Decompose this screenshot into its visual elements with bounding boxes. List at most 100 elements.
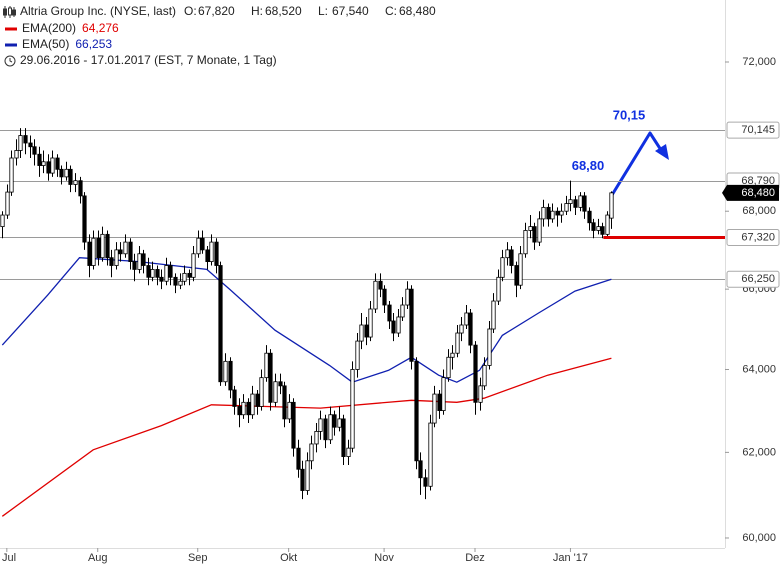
- candle-body: [237, 406, 242, 416]
- candle-body: [0, 214, 5, 228]
- candle-body: [400, 304, 405, 318]
- candle-body: [414, 360, 419, 462]
- candle-body: [332, 414, 337, 428]
- legend-value: 64,276: [82, 21, 119, 35]
- candle-body: [355, 340, 360, 370]
- candle-body: [518, 253, 523, 286]
- y-tick-label: 64,000: [742, 363, 776, 375]
- candle-body: [68, 168, 73, 185]
- candle-body: [423, 477, 428, 487]
- candle-body: [350, 369, 355, 449]
- x-tick-label: Jan '17: [553, 552, 588, 564]
- header-icon: [3, 6, 16, 18]
- candle-body: [428, 422, 433, 487]
- candle-body: [218, 265, 223, 383]
- candle-body: [250, 393, 255, 416]
- candle-body: [491, 300, 496, 330]
- candle-body: [341, 418, 346, 457]
- candle-body: [382, 288, 387, 306]
- candle-body: [228, 360, 233, 391]
- y-tick-label: 60,000: [742, 532, 776, 544]
- candle-body: [318, 418, 323, 432]
- candle-body: [200, 237, 205, 251]
- candle-body: [314, 430, 319, 445]
- ohlc-value: 68,520: [265, 4, 302, 18]
- candle-body: [514, 265, 519, 286]
- candle-body: [23, 135, 28, 144]
- candle-body: [18, 135, 23, 151]
- candle-body: [582, 195, 587, 212]
- candle-body: [209, 241, 214, 263]
- x-tick-label: Okt: [280, 552, 297, 564]
- candle-body: [432, 393, 437, 424]
- candle-body: [368, 308, 373, 338]
- candle-body: [96, 237, 101, 259]
- candle-body: [182, 272, 187, 282]
- candle-body: [482, 365, 487, 387]
- candle-body: [41, 161, 46, 166]
- candle-body: [223, 360, 228, 383]
- candle-body: [578, 195, 583, 208]
- candle-body: [232, 389, 237, 407]
- candle-body: [591, 222, 596, 231]
- candle-body: [14, 150, 19, 159]
- candle-body: [264, 352, 269, 379]
- candle-body: [555, 210, 560, 216]
- candle-body: [150, 269, 155, 278]
- candle-body: [214, 241, 219, 266]
- symbol: Altria Group Inc. (NYSE, last): [20, 4, 176, 18]
- candle-body: [287, 401, 292, 420]
- overlay: 70,145 68,790 67,320 66,250 68,480 70,15 68,80: [572, 107, 780, 288]
- candle-body: [255, 393, 260, 407]
- candle-body: [141, 253, 146, 266]
- ohlc-key: H:: [251, 4, 263, 18]
- candle-body: [373, 280, 378, 310]
- candle-body: [37, 153, 42, 166]
- candle-body: [73, 180, 78, 185]
- ohlc-key: C:: [385, 4, 397, 18]
- candle-body: [587, 210, 592, 224]
- period: 29.06.2016 - 17.01.2017 (EST, 7 Monate, …: [20, 53, 277, 67]
- level-label-box: [726, 121, 780, 139]
- y-tick-label: 68,000: [742, 205, 776, 217]
- candle-body: [291, 401, 296, 449]
- candle-body: [359, 324, 364, 342]
- legend-name: EMA(200): [22, 21, 76, 35]
- x-tick-label: Jul: [2, 552, 16, 564]
- candle-body: [5, 191, 10, 216]
- candle-body: [300, 468, 305, 491]
- candle-body: [328, 414, 333, 441]
- candle-body: [259, 377, 264, 407]
- candle-body: [100, 233, 105, 259]
- legend-value: 66,253: [75, 37, 112, 51]
- ohlc-value: 67,540: [332, 4, 369, 18]
- candle-body: [32, 146, 37, 155]
- candle-body: [600, 226, 605, 235]
- last-price-label: 68,480: [741, 187, 775, 199]
- candle-body: [541, 206, 546, 220]
- level-label: 70,145: [741, 124, 775, 136]
- candle-body: [64, 168, 69, 178]
- candle-body: [246, 401, 251, 416]
- candle-body: [323, 418, 328, 441]
- candle-body: [537, 218, 542, 243]
- candle-body: [118, 249, 123, 255]
- candle-body: [418, 460, 423, 479]
- candle-body: [509, 249, 514, 266]
- candle-body: [609, 192, 614, 219]
- candle-body: [473, 344, 478, 403]
- annotation: 68,80: [572, 158, 605, 173]
- candle-body: [123, 241, 128, 255]
- candle-body: [46, 161, 51, 174]
- candle-body: [241, 401, 246, 416]
- legend-name: EMA(50): [22, 37, 69, 51]
- candle-body: [278, 381, 283, 387]
- level-label-box: [726, 228, 780, 246]
- candle-body: [305, 460, 310, 491]
- candle-body: [109, 257, 114, 266]
- candle-body: [532, 226, 537, 243]
- candle-body: [196, 237, 201, 255]
- level-label-box: [726, 270, 780, 288]
- candle-body: [309, 443, 314, 462]
